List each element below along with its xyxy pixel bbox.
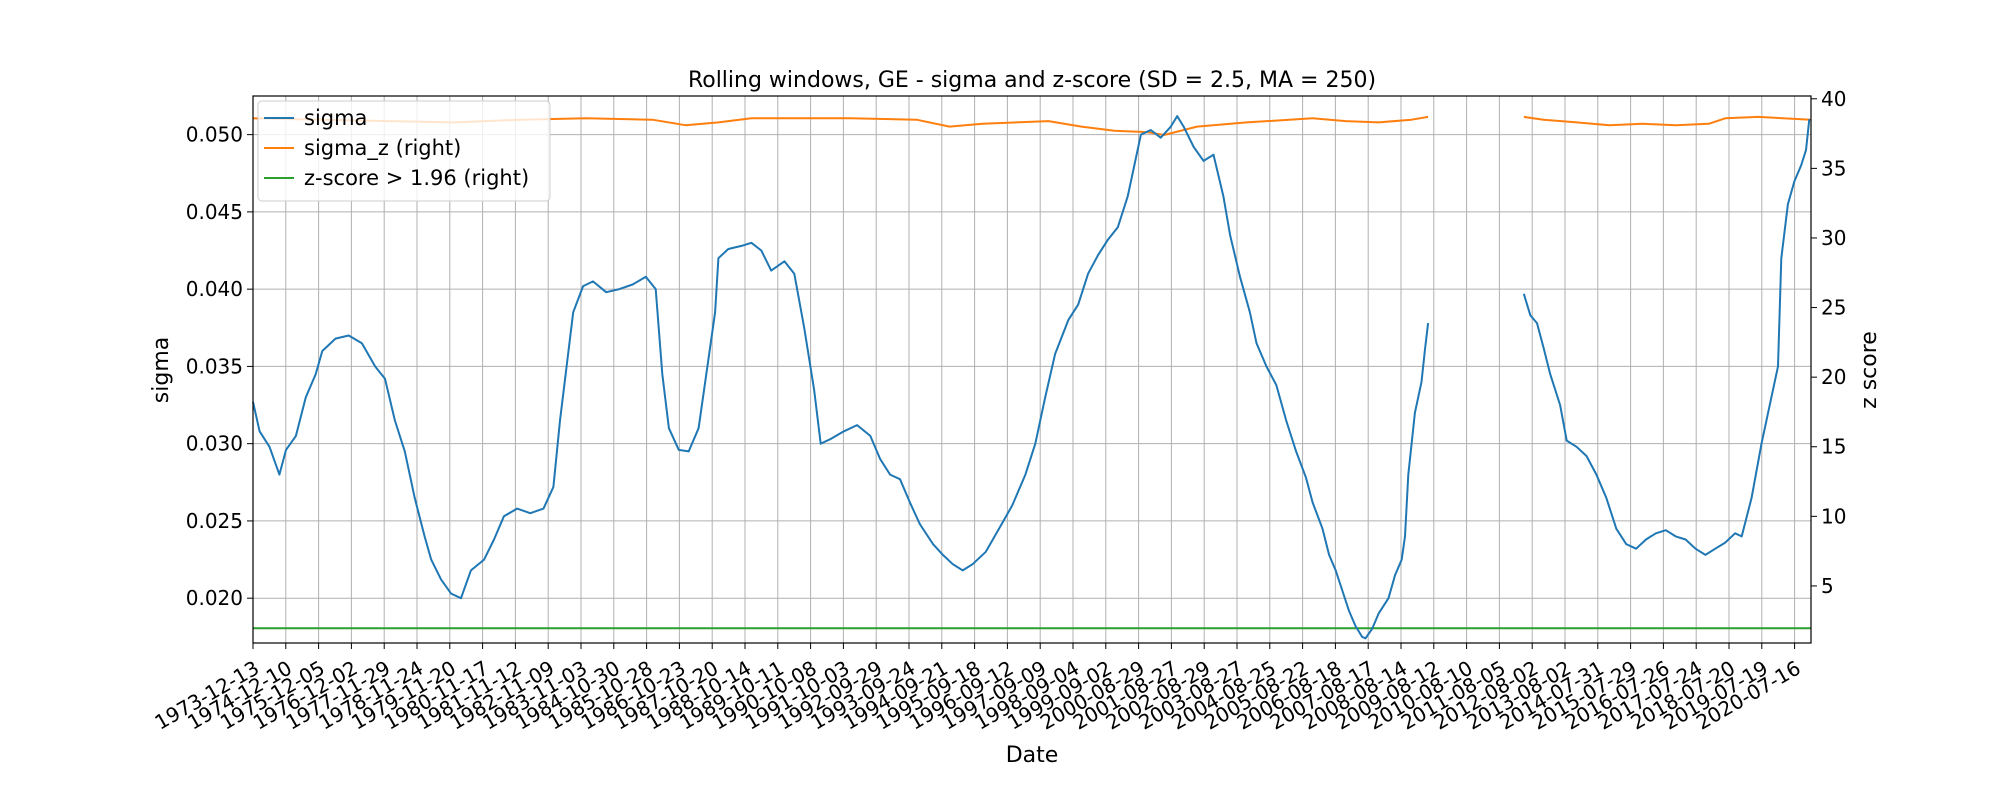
y-axis-left-label: sigma [149, 337, 174, 403]
plot-frame [252, 95, 1812, 644]
series-line-sigma [1522, 119, 1811, 556]
legend-box [257, 100, 551, 202]
y-right-tick-label: 10 [1821, 504, 1846, 528]
y-left-tick-label: 0.025 [186, 509, 243, 533]
y-left-tick-label: 0.050 [186, 123, 243, 147]
series-line-sigma-z-right- [1523, 115, 1812, 127]
series-layer [252, 115, 1812, 640]
y-left-tick-label: 0.020 [186, 586, 243, 610]
y-right-tick-label: 20 [1821, 365, 1846, 389]
legend-label: sigma [304, 106, 367, 130]
y-right-tick-label: 25 [1821, 296, 1846, 320]
y-left-tick-label: 0.035 [186, 354, 243, 378]
y-axis-right: 5 10 15 20 25 30 35 40 [1811, 87, 1846, 598]
x-axis-label: Date [1006, 743, 1059, 768]
legend: sigma sigma_z (right) z-score > 1.96 (righ… [257, 100, 551, 202]
y-right-tick-label: 15 [1821, 435, 1846, 459]
y-right-tick-label: 35 [1821, 156, 1846, 180]
y-axis-left: 0.020 0.025 0.030 0.035 0.040 0.045 0.050 [186, 123, 253, 610]
series-line-sigma [252, 115, 1430, 640]
chart-title: Rolling windows, GE - sigma and z-score … [688, 68, 1376, 93]
y-right-tick-label: 40 [1821, 87, 1846, 111]
y-axis-right-label: z score [1857, 331, 1882, 409]
y-right-tick-label: 5 [1821, 574, 1834, 598]
y-left-tick-label: 0.040 [186, 277, 243, 301]
y-right-tick-label: 30 [1821, 226, 1846, 250]
x-axis: 1973-12-131974-12-101975-12-051976-12-02… [150, 643, 1805, 735]
legend-label: sigma_z (right) [304, 136, 461, 161]
legend-label: z-score > 1.96 (right) [304, 166, 529, 190]
y-left-tick-label: 0.030 [186, 432, 243, 456]
y-left-tick-label: 0.045 [186, 200, 243, 224]
